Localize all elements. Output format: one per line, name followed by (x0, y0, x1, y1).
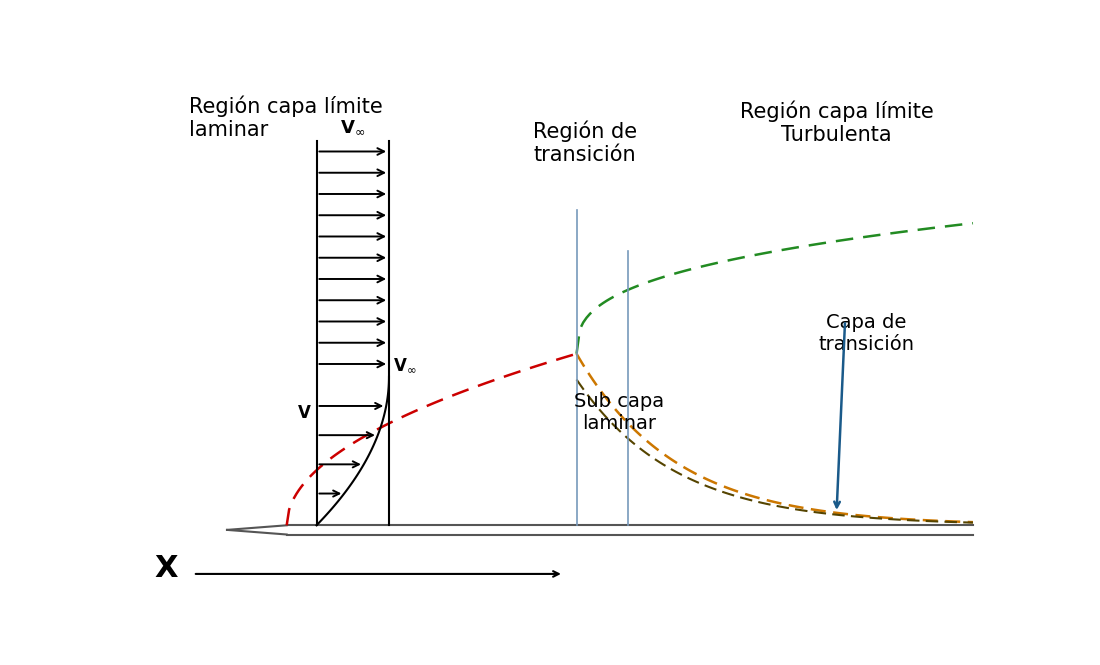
Text: X: X (154, 555, 178, 583)
Text: $\mathbf{V}_\infty$: $\mathbf{V}_\infty$ (340, 118, 365, 136)
Text: Región capa límite
laminar: Región capa límite laminar (189, 95, 383, 140)
Text: Región de
transición: Región de transición (534, 121, 637, 166)
Text: $\mathbf{V}$: $\mathbf{V}$ (297, 404, 312, 422)
Text: Región capa límite
Turbulenta: Región capa límite Turbulenta (739, 100, 934, 145)
Text: Sub capa
laminar: Sub capa laminar (574, 392, 664, 433)
Text: Capa de
transición: Capa de transición (818, 313, 914, 354)
Text: $\mathbf{V}_\infty$: $\mathbf{V}_\infty$ (394, 356, 417, 374)
